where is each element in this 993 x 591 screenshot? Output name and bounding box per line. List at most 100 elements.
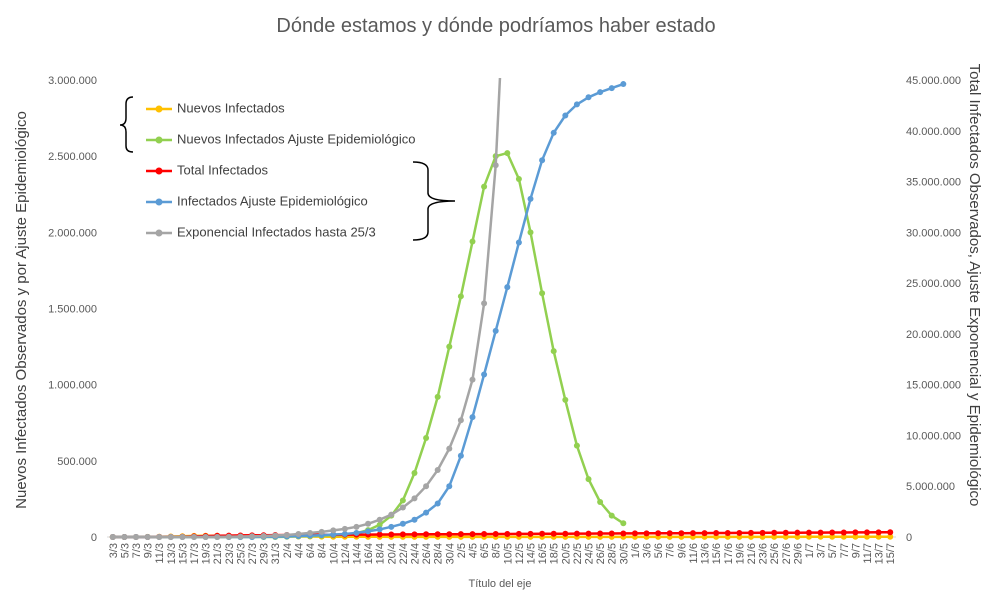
x-tick-label: 30/5 <box>618 543 630 564</box>
x-tick-label: 28/4 <box>433 543 445 564</box>
data-point <box>411 470 418 477</box>
x-tick-label: 11/3 <box>154 543 166 564</box>
data-point <box>829 529 836 536</box>
data-point <box>469 238 476 245</box>
data-point <box>457 452 464 459</box>
legend-marker <box>155 136 163 144</box>
data-point <box>295 530 302 537</box>
y2-tick-label: 40.000.000 <box>906 126 961 138</box>
y-axis-title: Nuevos Infectados Observados y por Ajust… <box>13 111 30 509</box>
x-tick-label: 3/6 <box>642 543 654 558</box>
data-point <box>678 530 685 537</box>
data-point <box>840 533 847 540</box>
data-point <box>527 530 534 537</box>
data-point <box>423 531 430 538</box>
data-point <box>365 528 372 535</box>
data-point <box>573 442 580 449</box>
x-tick-label: 4/4 <box>293 543 305 558</box>
data-point <box>121 534 128 540</box>
data-point <box>887 529 894 536</box>
x-tick-label: 24/4 <box>409 543 421 564</box>
data-point <box>481 300 488 307</box>
x-tick-label: 12/4 <box>340 543 352 564</box>
data-point <box>689 530 696 537</box>
data-point <box>527 229 534 236</box>
data-point <box>457 293 464 300</box>
data-point <box>260 532 267 539</box>
data-point <box>585 530 592 537</box>
x-tick-label: 26/4 <box>421 543 433 564</box>
data-point <box>504 530 511 537</box>
data-point <box>527 195 534 202</box>
x-tick-label: 3/3 <box>108 543 120 558</box>
data-point <box>191 534 198 540</box>
x-tick-label: 20/4 <box>386 543 398 564</box>
data-point <box>353 523 360 530</box>
x-tick-label: 4/5 <box>467 543 479 558</box>
data-point <box>852 533 859 540</box>
data-point <box>550 129 557 136</box>
data-point <box>747 529 754 536</box>
data-point <box>144 534 151 540</box>
data-point <box>446 531 453 538</box>
x-tick-label: 9/7 <box>850 543 862 558</box>
data-point <box>457 531 464 538</box>
data-point <box>515 239 522 246</box>
data-point <box>620 530 627 537</box>
data-point <box>713 530 720 537</box>
data-point <box>620 520 627 527</box>
data-point <box>782 529 789 536</box>
x-tick-label: 14/4 <box>351 543 363 564</box>
data-point <box>481 371 488 378</box>
data-point <box>608 512 615 519</box>
y-tick-label: 500.000 <box>57 456 97 468</box>
x-tick-label: 8/4 <box>317 543 329 558</box>
data-point <box>539 530 546 537</box>
data-point <box>434 531 441 538</box>
x-tick-label: 3/7 <box>816 543 828 558</box>
data-point <box>469 376 476 383</box>
x-tick-label: 18/4 <box>375 543 387 564</box>
legend-marker <box>155 229 163 237</box>
x-tick-label: 2/4 <box>282 543 294 558</box>
data-point <box>620 81 627 88</box>
x-tick-label: 29/6 <box>792 543 804 564</box>
data-point <box>376 531 383 538</box>
data-point <box>399 531 406 538</box>
x-tick-label: 26/5 <box>595 543 607 564</box>
data-point <box>109 534 116 540</box>
x-tick-label: 13/7 <box>874 543 886 564</box>
data-point <box>283 531 290 538</box>
legend-brace <box>119 96 134 153</box>
x-tick-label: 6/4 <box>305 543 317 558</box>
x-tick-label: 30/4 <box>444 543 456 564</box>
x-tick-label: 22/4 <box>398 543 410 564</box>
data-point <box>852 529 859 536</box>
data-point <box>562 112 569 119</box>
data-point <box>782 533 789 540</box>
data-point <box>863 529 870 536</box>
x-tick-label: 17/3 <box>189 543 201 564</box>
x-tick-label: 13/6 <box>700 543 712 564</box>
data-point <box>457 417 464 424</box>
legend-label: Nuevos Infectados Ajuste Epidemiológico <box>177 131 415 146</box>
x-axis-title: Título del eje <box>469 578 532 590</box>
x-tick-label: 7/7 <box>839 543 851 558</box>
data-point <box>423 509 430 516</box>
data-point <box>399 497 406 504</box>
data-point <box>608 85 615 92</box>
x-tick-label: 21/3 <box>212 543 224 564</box>
data-point <box>585 94 592 101</box>
data-point <box>794 529 801 536</box>
data-point <box>318 528 325 535</box>
x-tick-label: 21/6 <box>746 543 758 564</box>
data-point <box>330 527 337 534</box>
data-point <box>225 533 232 540</box>
data-point <box>249 533 256 540</box>
data-point <box>701 530 708 537</box>
x-tick-label: 25/6 <box>769 543 781 564</box>
y2-axis-title: Total Infectados Observados, Ajuste Expo… <box>966 64 983 507</box>
data-point <box>214 534 221 540</box>
data-point <box>481 183 488 190</box>
